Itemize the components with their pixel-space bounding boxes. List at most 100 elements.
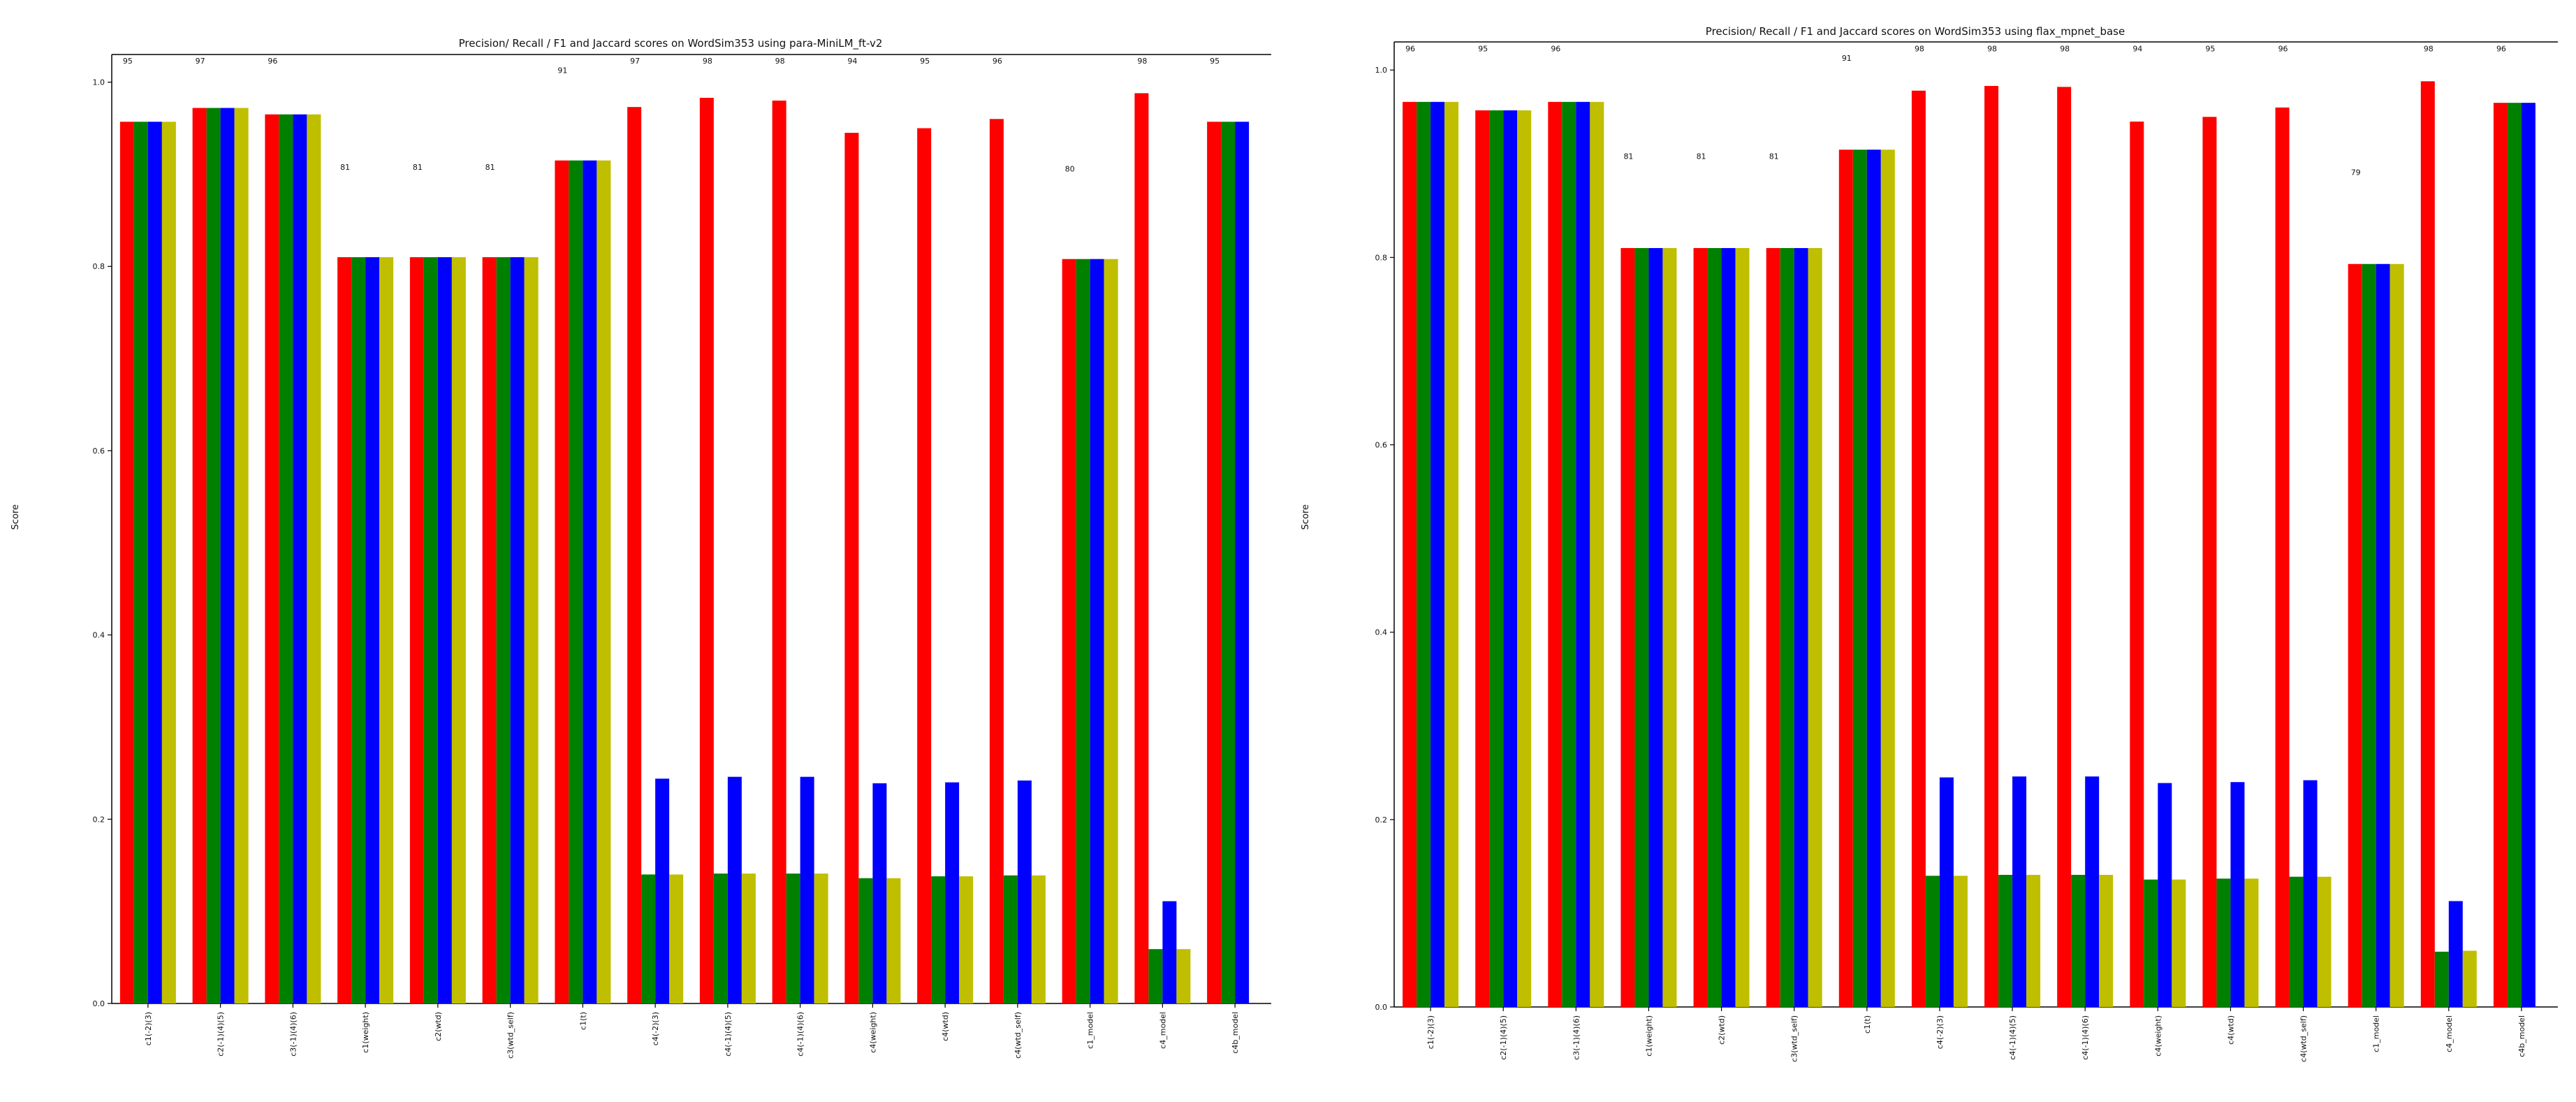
bar (2099, 874, 2114, 1007)
bar-value-label: 96 (2278, 44, 2288, 53)
bar (482, 257, 497, 1004)
bar (1430, 101, 1445, 1008)
bar (1148, 949, 1163, 1003)
bar-chart-left: Precision/ Recall / F1 and Jaccard score… (10, 37, 1271, 1059)
bar (800, 776, 814, 1003)
bar (2230, 782, 2245, 1007)
bar (451, 257, 466, 1004)
x-tick-label: c1(weight) (361, 1012, 370, 1053)
bar-value-label: 96 (993, 57, 1002, 66)
bar-value-label: 81 (1623, 152, 1633, 161)
x-tick-label: c4(-1)(4)(5) (724, 1012, 733, 1057)
x-tick-label: c4(wtd) (2226, 1015, 2235, 1045)
bar (1090, 259, 1104, 1003)
bar (844, 133, 859, 1003)
bar (2026, 874, 2041, 1007)
bar-value-label: 95 (920, 57, 930, 66)
bar (1475, 110, 1490, 1007)
x-tick-label: c4(-2)(3) (651, 1012, 660, 1045)
y-tick-label: 0.0 (1375, 1003, 1388, 1012)
bar (2493, 103, 2508, 1007)
bar (437, 257, 452, 1004)
bar (1235, 122, 1250, 1004)
bar (161, 122, 176, 1004)
y-tick-label: 0.2 (1375, 815, 1388, 825)
bar (1076, 259, 1090, 1003)
bar (2289, 876, 2304, 1007)
bar (1162, 901, 1177, 1003)
bar (1548, 101, 1563, 1008)
bar (2244, 878, 2259, 1007)
y-tick-label: 0.8 (93, 262, 105, 271)
bar (2303, 780, 2318, 1007)
bar-value-label: 81 (340, 163, 350, 172)
bar (2390, 263, 2404, 1008)
bar (2462, 950, 2477, 1007)
bar (2507, 103, 2522, 1007)
bar (2448, 901, 2463, 1007)
x-tick-label: c1(t) (1863, 1015, 1872, 1034)
bar (234, 108, 249, 1003)
bar (2071, 874, 2086, 1007)
bar (293, 114, 307, 1004)
bar-value-label: 95 (2205, 44, 2215, 53)
x-tick-label: c4_model (2445, 1015, 2454, 1052)
bar (1693, 247, 1708, 1007)
bar (1880, 150, 1895, 1007)
x-tick-label: c2(wtd) (434, 1012, 443, 1041)
bar (2420, 81, 2435, 1007)
bar-value-label: 96 (268, 57, 277, 66)
bar-value-label: 98 (775, 57, 785, 66)
bar (2057, 87, 2072, 1007)
bar-value-label: 81 (1697, 152, 1706, 161)
bar (959, 876, 974, 1003)
bar (1911, 90, 1926, 1008)
bar (1017, 780, 1032, 1003)
chart-title: Precision/ Recall / F1 and Jaccard score… (459, 37, 883, 50)
bar (1576, 101, 1590, 1008)
x-tick-label: c4b_model (2517, 1015, 2526, 1057)
bar (2275, 107, 2290, 1007)
bar (423, 257, 438, 1004)
bar (583, 160, 597, 1004)
x-tick-label: c2(-1)(4)(5) (1499, 1015, 1508, 1060)
x-tick-label: c1(t) (578, 1012, 587, 1030)
bar (1721, 247, 1736, 1007)
bar (2158, 783, 2172, 1007)
bar (510, 257, 525, 1004)
bar (2362, 263, 2376, 1008)
y-tick-label: 1.0 (1375, 66, 1388, 75)
bar (1562, 101, 1576, 1008)
bar (727, 776, 742, 1003)
bar (1003, 875, 1018, 1003)
x-tick-label: c4(wtd) (941, 1012, 950, 1041)
bar (1925, 876, 1940, 1007)
y-tick-label: 0.4 (1375, 628, 1388, 637)
x-tick-label: c1_model (2372, 1015, 2381, 1052)
bar (192, 108, 207, 1003)
bar (220, 108, 235, 1003)
x-tick-label: c4(-2)(3) (1935, 1015, 1945, 1049)
bar (1766, 247, 1780, 1007)
bar (2012, 776, 2027, 1007)
chart-title: Precision/ Recall / F1 and Jaccard score… (1706, 25, 2125, 38)
x-tick-label: c1(weight) (1644, 1015, 1653, 1057)
bar (555, 160, 569, 1004)
bar (1444, 101, 1459, 1008)
bar (655, 778, 670, 1003)
bar-value-label: 96 (1551, 44, 1560, 53)
bar-value-label: 98 (2424, 44, 2434, 53)
bar-value-label: 91 (1842, 54, 1852, 63)
bar (1517, 110, 1532, 1007)
x-tick-label: c1(-2)(3) (144, 1012, 153, 1045)
bar (1207, 122, 1222, 1004)
bar (379, 257, 394, 1004)
bar (351, 257, 366, 1004)
bar-value-label: 96 (1405, 44, 1415, 53)
bar (1503, 110, 1518, 1007)
bar (1104, 259, 1118, 1003)
bar (1838, 150, 1853, 1007)
bar-value-label: 98 (1915, 44, 1924, 53)
bar (2172, 879, 2186, 1007)
bar (597, 160, 611, 1004)
